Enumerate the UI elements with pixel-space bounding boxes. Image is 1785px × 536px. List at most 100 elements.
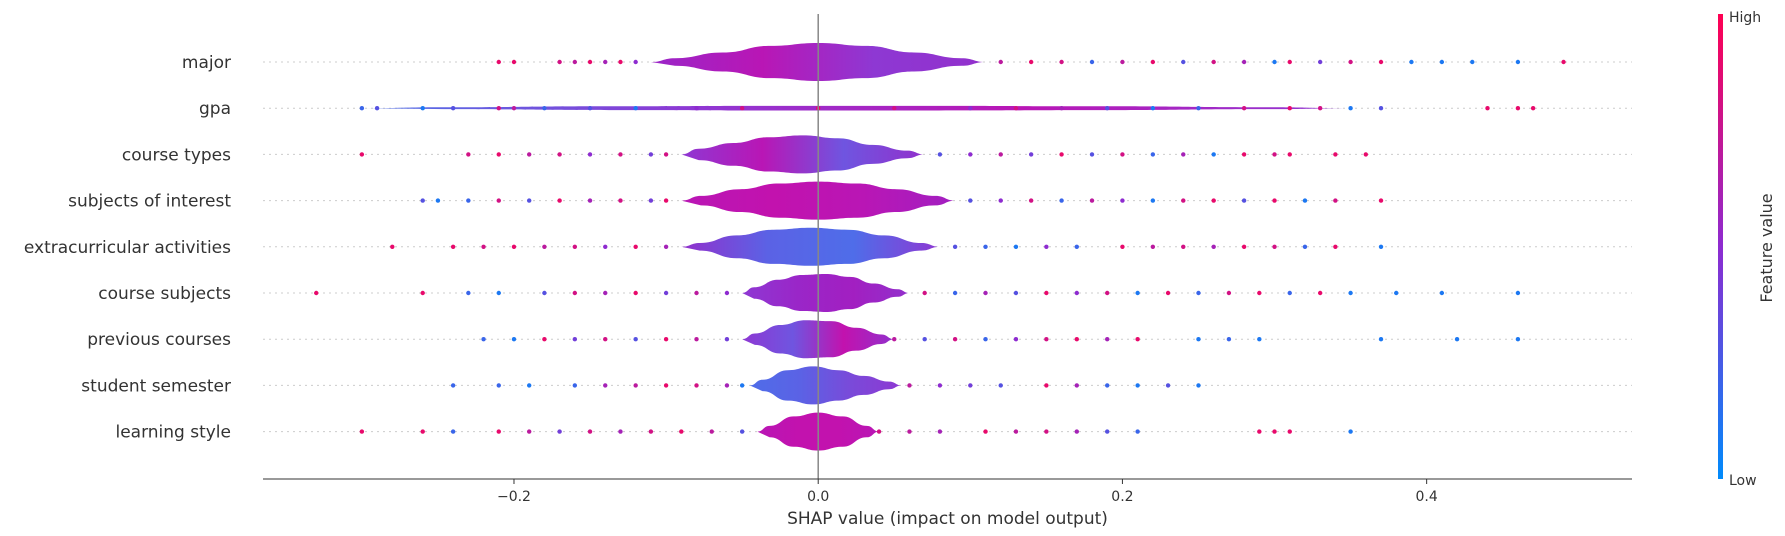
data-point: [526, 198, 532, 203]
feature-label: student semester: [81, 376, 231, 396]
data-point: [450, 244, 456, 249]
data-point: [663, 290, 669, 296]
data-point: [1028, 59, 1034, 65]
x-ticks: −0.2 0.0 0.2 0.4: [497, 479, 1438, 505]
data-point: [663, 337, 669, 342]
data-point: [1363, 152, 1369, 157]
data-point: [1348, 106, 1353, 111]
data-point: [1059, 152, 1064, 157]
data-point: [1120, 244, 1125, 249]
data-point: [1105, 290, 1110, 296]
data-point: [679, 429, 684, 434]
data-point: [481, 244, 486, 249]
data-point: [983, 244, 988, 249]
data-point: [1378, 198, 1384, 203]
data-point: [1181, 59, 1186, 65]
data-point: [694, 106, 699, 111]
data-point: [937, 152, 943, 157]
data-point: [1439, 59, 1445, 65]
data-point: [663, 152, 669, 157]
data-point: [618, 59, 623, 65]
data-point: [450, 106, 456, 111]
data-point: [557, 429, 562, 434]
data-point: [1196, 383, 1201, 388]
data-point: [739, 383, 745, 388]
data-point: [968, 383, 973, 388]
data-point: [1257, 337, 1262, 342]
data-point: [1120, 198, 1125, 203]
data-point: [663, 383, 669, 388]
colorbar-gradient: [1718, 14, 1723, 479]
data-point: [1089, 198, 1095, 203]
data-point: [1272, 152, 1277, 157]
data-point: [526, 152, 532, 157]
data-point: [420, 106, 425, 111]
data-point: [1515, 337, 1521, 342]
feature-label: extracurricular activities: [24, 238, 231, 258]
data-point: [1105, 337, 1110, 342]
data-point: [1044, 429, 1049, 434]
data-point: [557, 59, 562, 65]
feature-label: learning style: [115, 423, 231, 443]
data-point: [1241, 198, 1247, 203]
data-point: [648, 429, 654, 434]
data-point: [1226, 337, 1232, 342]
x-tick-label: 0.2: [1111, 489, 1133, 505]
feature-label: gpa: [199, 99, 231, 119]
data-point: [359, 152, 365, 157]
feature-label: subjects of interest: [68, 192, 231, 212]
data-point: [603, 244, 608, 249]
data-point: [496, 106, 501, 111]
data-point: [572, 59, 578, 65]
data-point: [1044, 290, 1049, 296]
data-point: [1302, 244, 1308, 249]
data-point: [937, 429, 943, 434]
data-point: [1044, 383, 1049, 388]
data-point: [1013, 106, 1019, 111]
data-point: [587, 59, 593, 65]
data-point: [542, 244, 547, 249]
data-point: [511, 59, 517, 65]
data-point: [983, 337, 988, 342]
data-point: [1333, 244, 1338, 249]
data-point: [1241, 59, 1247, 65]
data-point: [1333, 198, 1338, 203]
data-point: [1165, 383, 1171, 388]
data-point: [1378, 106, 1384, 111]
data-point: [1257, 290, 1262, 296]
data-point: [603, 383, 608, 388]
data-point: [1135, 290, 1140, 296]
data-point: [1272, 198, 1277, 203]
data-point: [572, 383, 578, 388]
data-point: [466, 152, 471, 157]
violin-shape: [681, 135, 925, 174]
data-point: [466, 198, 471, 203]
data-point: [496, 59, 501, 65]
data-point: [739, 429, 745, 434]
feature-label: previous courses: [87, 330, 231, 350]
data-point: [1059, 106, 1064, 111]
data-point: [1150, 198, 1156, 203]
data-point: [922, 290, 927, 296]
data-point: [1044, 244, 1049, 249]
data-point: [420, 198, 425, 203]
data-point: [618, 198, 623, 203]
data-point: [1226, 290, 1232, 296]
data-point: [633, 244, 638, 249]
data-point: [1302, 198, 1308, 203]
data-point: [1348, 59, 1353, 65]
data-point: [694, 337, 699, 342]
data-point: [1287, 429, 1292, 434]
data-point: [603, 290, 608, 296]
data-point: [724, 290, 730, 296]
data-point: [450, 429, 456, 434]
data-point: [587, 198, 593, 203]
data-point: [1378, 244, 1384, 249]
data-point: [359, 429, 365, 434]
data-point: [390, 244, 395, 249]
data-point: [1028, 198, 1034, 203]
data-point: [1287, 290, 1292, 296]
feature-label: course types: [122, 145, 231, 165]
data-point: [1211, 244, 1216, 249]
